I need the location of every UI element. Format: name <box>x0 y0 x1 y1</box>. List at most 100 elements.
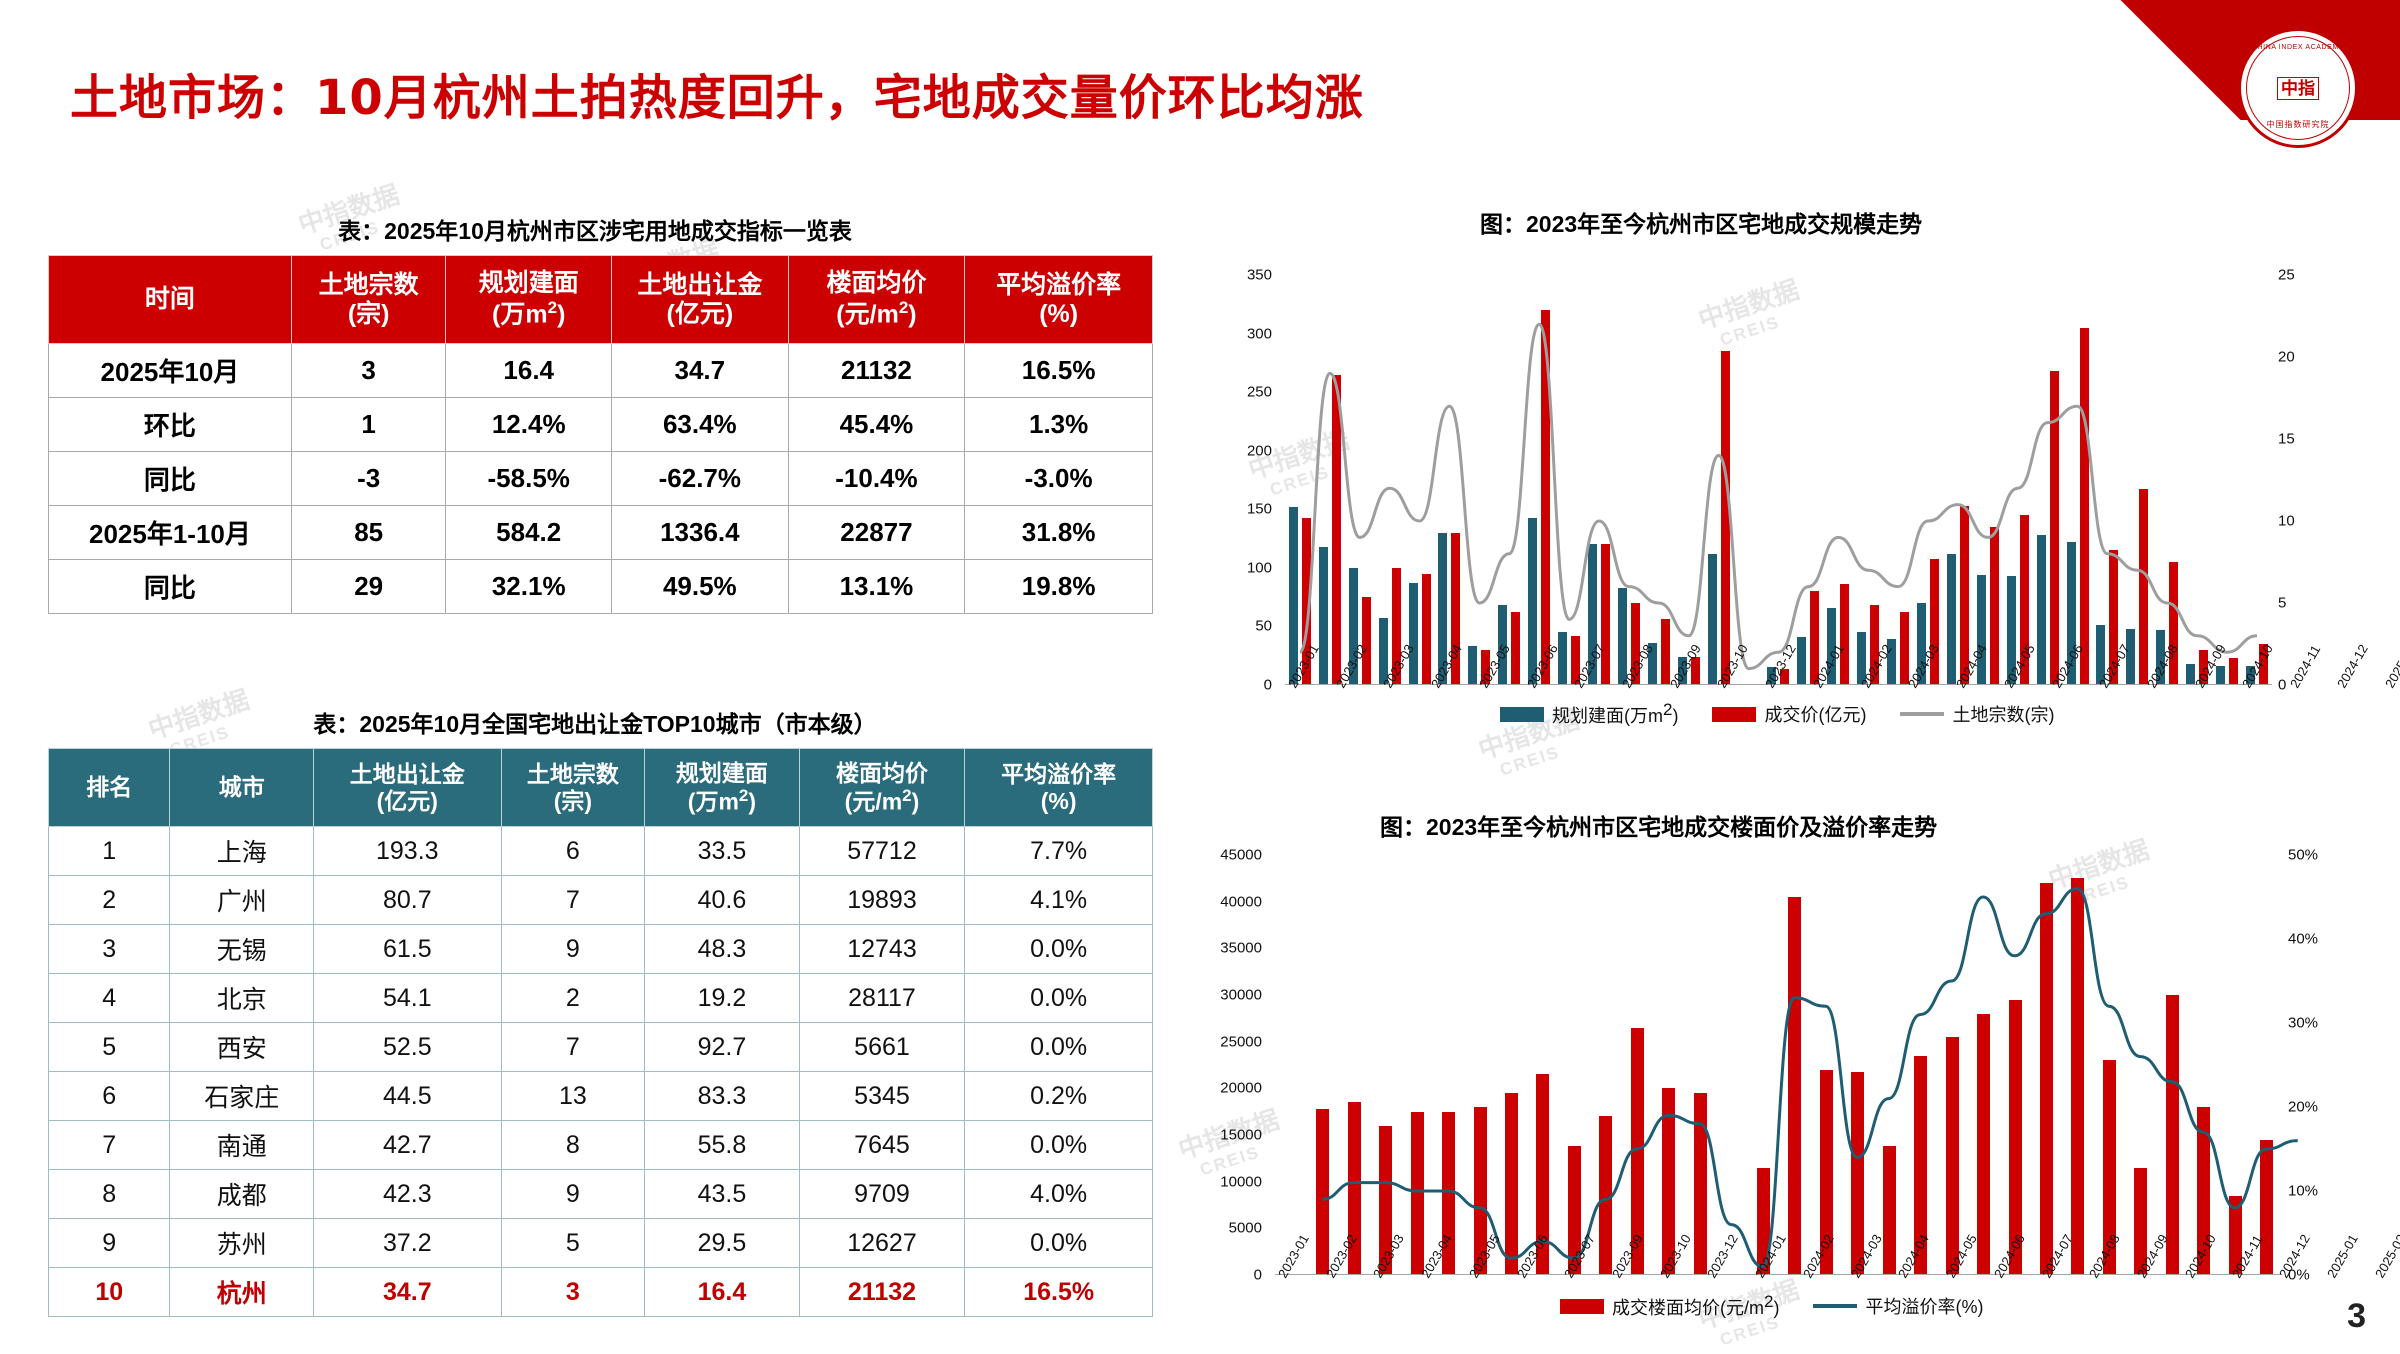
chart-bar <box>1707 553 1717 685</box>
table2-col-header-2: 土地出让金 (亿元) <box>312 748 502 827</box>
chart-category-slot <box>1338 855 1369 1275</box>
table-row: 环比 1 12.4% 63.4% 45.4% 1.3% <box>48 397 1153 452</box>
table2-cell-r8-c1: 苏州 <box>169 1218 314 1268</box>
chart-bar <box>1870 605 1880 685</box>
chart-bar <box>1630 603 1640 685</box>
y2-tick-label: 20% <box>2288 1098 2319 1116</box>
table2-col-header-4: 规划建面 (万m2) <box>644 748 800 827</box>
table2-cell-r1-c3: 7 <box>500 875 646 925</box>
chart-bar <box>1647 642 1657 685</box>
chart-bar <box>2228 1195 2242 1275</box>
chart1-x-labels: 2023-01 2023-02 2023-03 2023-04 2023-05 2023-… <box>1285 642 2400 698</box>
chart-bar <box>1348 567 1358 685</box>
chart-category-slot <box>2063 275 2093 685</box>
table2-cell-r9-c6: 16.5% <box>964 1267 1153 1317</box>
table2-cell-r5-c0: 6 <box>47 1071 171 1121</box>
table2-cell-r4-c2: 52.5 <box>312 1022 502 1072</box>
chart-bar <box>2258 644 2268 685</box>
chart-bar <box>2039 883 2053 1275</box>
table1-col-header-5: 平均溢价率 (%) <box>964 255 1153 344</box>
chart-bar <box>1660 619 1670 685</box>
chart-bar <box>2036 535 2046 685</box>
x-tick-label: 2025-02 <box>2371 1231 2400 1281</box>
chart-category-slot <box>1684 855 1715 1275</box>
table1-cell-r3-c1: 85 <box>290 505 447 560</box>
chart-bar <box>2079 327 2089 685</box>
chart-category-slot <box>1401 855 1432 1275</box>
chart-bar <box>1819 1069 1833 1275</box>
chart-category-slot <box>1494 275 1524 685</box>
table2-cell-r5-c5: 5345 <box>798 1071 966 1121</box>
legend-label: 成交楼面均价(元/m2) <box>1612 1292 1780 1318</box>
table1-cell-r3-c5: 31.8% <box>964 505 1153 560</box>
chart-bar <box>1882 1146 1896 1275</box>
chart-bar <box>2216 666 2226 685</box>
table2-cell-r3-c2: 54.1 <box>312 973 502 1023</box>
chart-bar <box>1976 574 1986 685</box>
chart-bar <box>1601 544 1611 685</box>
y2-tick-label: 20 <box>2278 348 2295 366</box>
table-row: 2 广州 80.7 7 40.6 19893 4.1% <box>47 875 1153 925</box>
table1-cell-r4-c0: 同比 <box>48 559 292 614</box>
chart-category-slot <box>1464 275 1494 685</box>
table-row: 9 苏州 37.2 5 29.5 12627 0.0% <box>47 1218 1153 1268</box>
table1-cell-r0-c2: 16.4 <box>445 343 613 398</box>
chart2-legend: 成交楼面均价(元/m2) 平均溢价率(%) <box>1560 1292 1983 1320</box>
y-tick-label: 100 <box>1246 559 1272 577</box>
chart-category-slot <box>2156 855 2187 1275</box>
table2-col-header-6: 平均溢价率 (%) <box>964 748 1153 827</box>
y-tick-label: 15000 <box>1220 1126 1262 1144</box>
table2-cell-r8-c6: 0.0% <box>964 1218 1153 1268</box>
chart-bar <box>1788 897 1802 1275</box>
chart-bar <box>1571 635 1581 685</box>
table2-cell-r9-c5: 21132 <box>798 1267 966 1317</box>
chart-bar <box>1541 310 1551 685</box>
legend-swatch <box>1500 706 1544 722</box>
table-row: 4 北京 54.1 2 19.2 28117 0.0% <box>47 973 1153 1023</box>
page-title: 土地市场：10月杭州土拍热度回升，宅地成交量价环比均涨 <box>70 70 1364 126</box>
table2-cell-r5-c2: 44.5 <box>312 1071 502 1121</box>
chart-category-slot <box>1913 275 1943 685</box>
chart-bar <box>1959 505 1969 685</box>
y2-tick-label: 5 <box>2278 594 2287 612</box>
table2-cell-r3-c1: 北京 <box>169 973 314 1023</box>
chart-category-slot <box>1973 275 2003 685</box>
table1-col-header-2: 规划建面 (万m2) <box>445 255 613 344</box>
table2-cell-r9-c3: 3 <box>500 1267 646 1317</box>
chart-category-slot <box>2219 855 2250 1275</box>
seal-center-text: 中指 <box>2277 76 2319 100</box>
table2-cell-r9-c0: 10 <box>47 1267 171 1317</box>
chart-category-slot <box>1999 855 2030 1275</box>
chart-category-slot <box>2003 275 2033 685</box>
table1-cell-r4-c1: 29 <box>290 559 447 614</box>
chart-bar <box>2156 629 2166 685</box>
chart-bar <box>1827 607 1837 685</box>
table2-cell-r4-c3: 7 <box>500 1022 646 1072</box>
table2-cell-r3-c6: 0.0% <box>964 973 1153 1023</box>
table1-col-header-0: 时间 <box>48 255 292 344</box>
chart-category-slot <box>1554 275 1584 685</box>
table2-cell-r4-c5: 5661 <box>798 1022 966 1072</box>
table2-cell-r2-c6: 0.0% <box>964 924 1153 974</box>
chart-bar <box>1451 532 1461 685</box>
chart1-plot-area <box>1285 275 2272 685</box>
legend-item: 土地宗数(宗) <box>1900 701 2054 727</box>
table2-cell-r6-c3: 8 <box>500 1120 646 1170</box>
chart-bar <box>1408 583 1418 685</box>
table2-cell-r7-c3: 9 <box>500 1169 646 1219</box>
chart-bar <box>1916 603 1926 685</box>
chart-category-slot <box>1674 275 1704 685</box>
chart2-x-labels: 2023-01 2023-02 2023-03 2023-04 2023-05 2023-… <box>1275 1232 2400 1288</box>
y-tick-label: 25000 <box>1220 1033 1262 1051</box>
seal-top-text: CHINA INDEX ACADEMY <box>2251 44 2345 51</box>
chart-bar <box>1617 587 1627 685</box>
legend-item: 平均溢价率(%) <box>1813 1293 1983 1319</box>
chart1-line-overlay <box>1298 322 2258 671</box>
chart-category-slot <box>2212 275 2242 685</box>
chart-category-slot <box>1653 855 1684 1275</box>
chart-category-slot <box>1967 855 1998 1275</box>
table2-cell-r6-c0: 7 <box>47 1120 171 1170</box>
chart-bar <box>1558 632 1568 685</box>
chart1-title: 图：2023年至今杭州市区宅地成交规模走势 <box>1480 211 1923 237</box>
y-tick-label: 20000 <box>1220 1079 1262 1097</box>
